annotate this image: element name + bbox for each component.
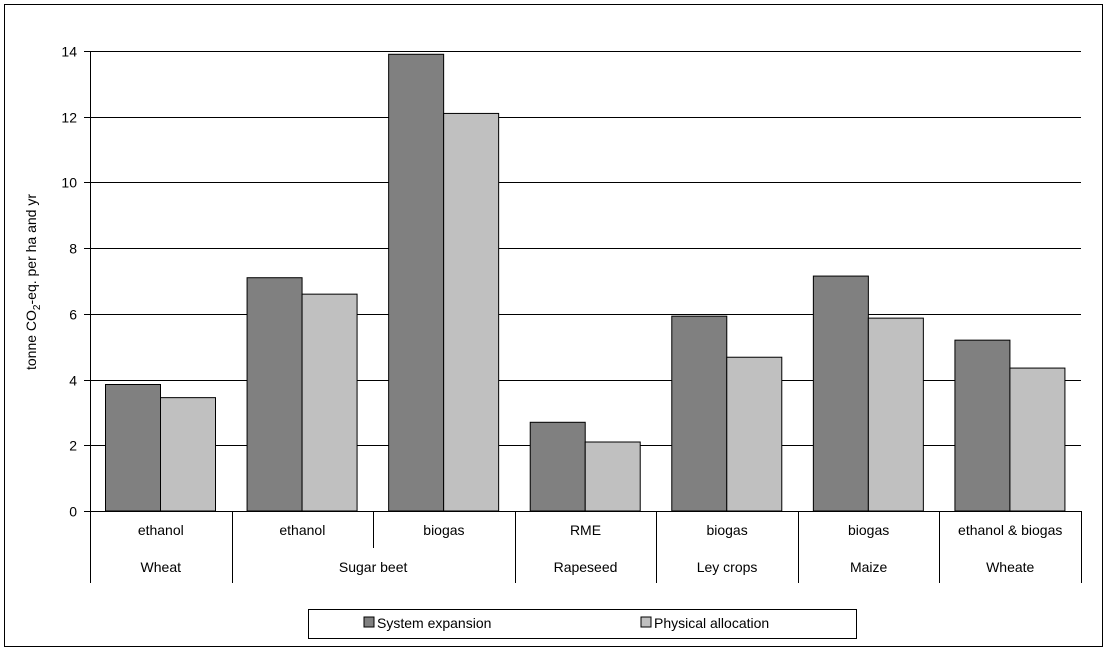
bar-system-expansion bbox=[529, 421, 586, 512]
legend-swatch-physical-allocation bbox=[640, 616, 652, 628]
legend-label-system-expansion: System expansion bbox=[377, 615, 491, 631]
bar-physical-allocation bbox=[867, 317, 924, 512]
axes bbox=[90, 51, 1082, 583]
y-tick-label: 14 bbox=[61, 44, 77, 60]
bar-physical-allocation bbox=[1009, 367, 1066, 512]
category-label: biogas bbox=[848, 522, 889, 538]
bar-physical-allocation bbox=[584, 441, 641, 512]
legend-swatch-system-expansion bbox=[363, 616, 375, 628]
group-label: Rapeseed bbox=[554, 559, 618, 575]
legend: System expansion Physical allocation bbox=[308, 609, 857, 639]
group-label: Sugar beet bbox=[339, 559, 408, 575]
bar-physical-allocation bbox=[443, 112, 500, 512]
y-tick-label: 0 bbox=[69, 504, 77, 520]
category-labels: ethanol ethanol biogas RME biogas biogas ethan… bbox=[138, 522, 1063, 538]
group-label: Maize bbox=[850, 559, 888, 575]
y-tick-label: 6 bbox=[69, 307, 77, 323]
category-label: RME bbox=[570, 522, 601, 538]
category-label: ethanol bbox=[138, 522, 184, 538]
legend-label-physical-allocation: Physical allocation bbox=[654, 615, 769, 631]
category-label: biogas bbox=[706, 522, 747, 538]
bar-physical-allocation bbox=[301, 293, 358, 512]
category-label: ethanol & biogas bbox=[958, 522, 1062, 538]
y-tick-label: 12 bbox=[61, 110, 77, 126]
bar-system-expansion bbox=[246, 277, 303, 512]
bar-system-expansion bbox=[954, 339, 1011, 512]
legend-box bbox=[308, 609, 857, 639]
y-axis-label-subscript: 2 bbox=[32, 304, 43, 310]
y-tick-label: 8 bbox=[69, 241, 77, 257]
y-axis-label-main: tonne CO bbox=[23, 310, 39, 370]
y-tick-labels: 0 2 4 6 8 10 12 14 bbox=[61, 44, 77, 520]
category-label: ethanol bbox=[279, 522, 325, 538]
bar-physical-allocation bbox=[160, 397, 216, 512]
y-axis-label: tonne CO2-eq. per ha and yr bbox=[23, 194, 43, 370]
category-label: biogas bbox=[423, 522, 464, 538]
bar-system-expansion bbox=[105, 384, 161, 512]
group-label: Wheat bbox=[141, 559, 182, 575]
bar-physical-allocation bbox=[726, 356, 783, 512]
bar-system-expansion bbox=[812, 275, 869, 512]
group-label: Ley crops bbox=[697, 559, 758, 575]
y-tick-label: 10 bbox=[61, 175, 77, 191]
group-labels: Wheat Sugar beet Rapeseed Ley crops Maize Whe… bbox=[141, 559, 1035, 575]
outer-border bbox=[4, 4, 1103, 647]
group-label: Wheate bbox=[986, 559, 1034, 575]
y-axis-label-rest: -eq. per ha and yr bbox=[23, 194, 39, 305]
y-tick-label: 2 bbox=[69, 438, 77, 454]
bar-system-expansion bbox=[388, 53, 445, 512]
y-tick-label: 4 bbox=[69, 373, 77, 389]
bar-system-expansion bbox=[671, 315, 728, 512]
bars bbox=[105, 53, 1066, 512]
